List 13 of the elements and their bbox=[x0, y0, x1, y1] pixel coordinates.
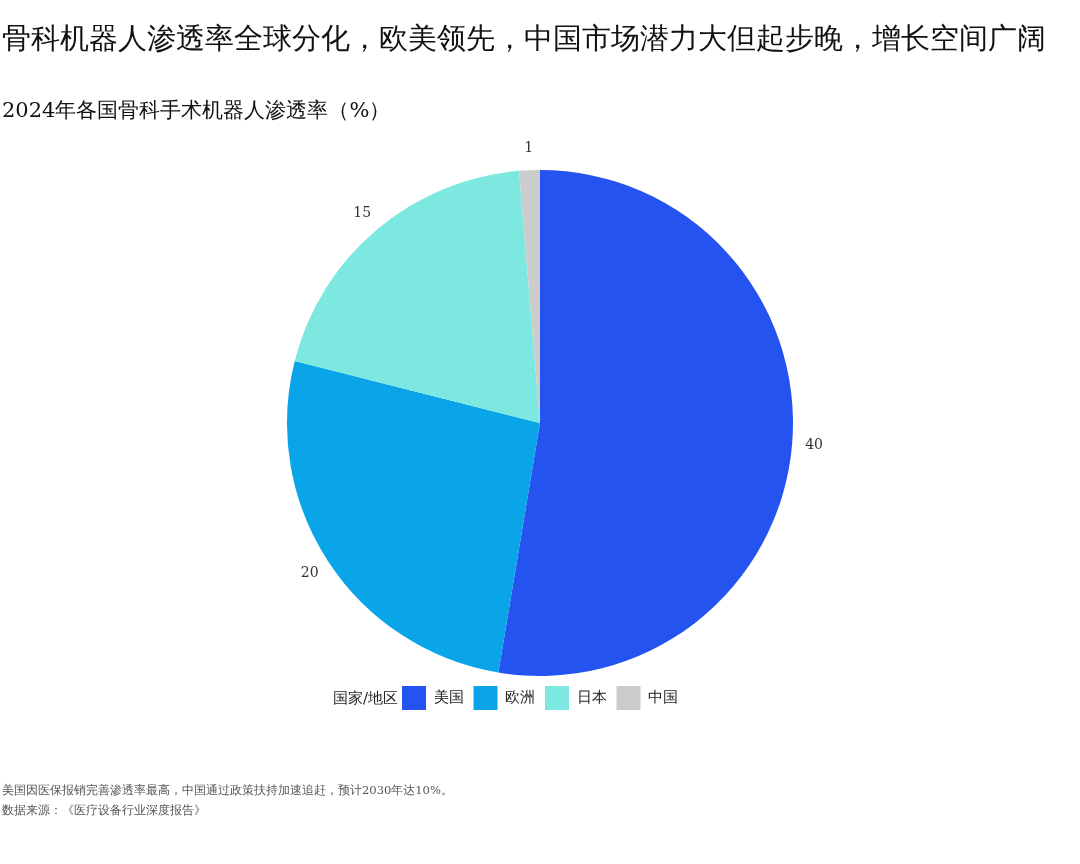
source-note: 数据来源：《医疗设备行业深度报告》 bbox=[2, 802, 207, 819]
legend-label: 中国 bbox=[648, 687, 678, 706]
text: 美国因医保报销完善渗透率最高，中国通过政策扶持加速追赶，预计2030年达10%。 bbox=[2, 782, 453, 799]
data-label: 40 bbox=[805, 436, 823, 453]
legend-label: 日本 bbox=[576, 687, 607, 706]
chart-subtitle: 2024年各国骨科手术机器人渗透率（%） bbox=[2, 97, 391, 124]
data-label: 1 bbox=[524, 138, 534, 155]
data-label: 15 bbox=[353, 203, 372, 220]
legend-label: 美国 bbox=[433, 687, 464, 706]
chart-title: 骨科机器人渗透率全球分化，欧美领先，中国市场潜力大但起步晚，增长空间广阔 bbox=[2, 21, 1047, 55]
data-label: 20 bbox=[300, 564, 319, 581]
legend-title: 国家/地区 bbox=[333, 688, 399, 708]
legend-label: 欧洲 bbox=[505, 687, 535, 706]
